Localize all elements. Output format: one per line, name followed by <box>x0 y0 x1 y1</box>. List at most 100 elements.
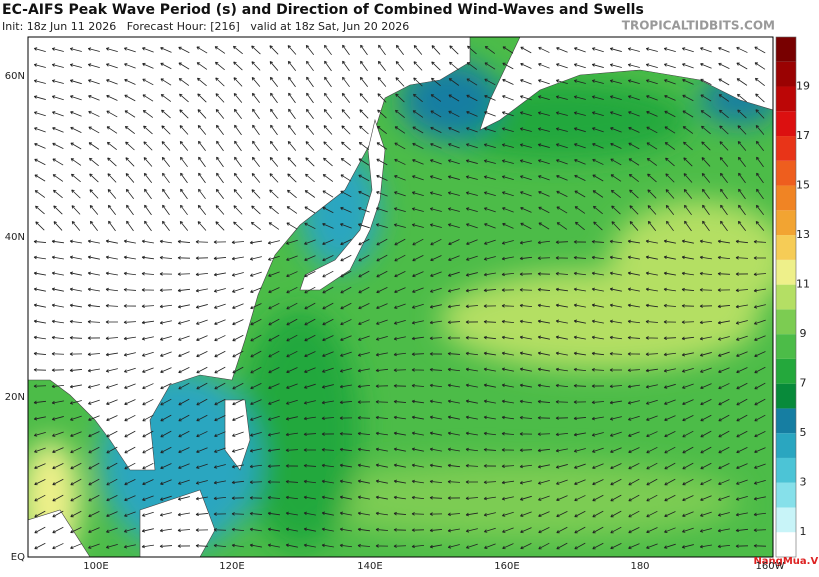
wave-arrow <box>519 448 533 452</box>
wave-arrow <box>196 351 208 358</box>
wave-arrow <box>304 351 316 358</box>
wave-arrow <box>465 431 478 436</box>
wave-arrow <box>484 94 496 101</box>
wave-arrow <box>233 172 242 183</box>
wave-arrow <box>105 255 118 260</box>
wave-arrow <box>447 351 461 356</box>
wave-arrow <box>124 399 136 406</box>
wave-arrow <box>720 204 728 216</box>
wave-arrow <box>249 464 263 469</box>
wave-arrow <box>214 61 225 71</box>
wave-arrow <box>699 528 712 533</box>
wave-arrow <box>340 302 352 310</box>
wave-arrow <box>610 111 622 117</box>
wave-arrow <box>52 111 64 117</box>
wave-arrow <box>286 206 298 214</box>
wave-arrow <box>717 528 730 533</box>
wave-arrow <box>69 368 83 373</box>
wave-arrow <box>645 63 658 68</box>
wave-arrow <box>736 62 748 70</box>
wave-arrow <box>51 335 65 340</box>
lat-label: 20N <box>5 392 25 403</box>
wave-arrow <box>34 174 46 182</box>
wave-arrow <box>339 495 352 500</box>
wave-arrow <box>665 173 675 183</box>
wave-arrow <box>304 255 316 262</box>
wave-arrow <box>556 526 568 534</box>
lat-label: EQ <box>11 552 25 563</box>
wave-arrow <box>718 479 730 486</box>
wave-arrow <box>699 271 713 276</box>
wave-arrow <box>125 141 135 151</box>
wave-arrow <box>537 159 550 165</box>
wave-arrow <box>448 143 460 149</box>
wave-arrow <box>556 174 568 181</box>
wave-arrow <box>159 512 172 517</box>
wave-arrow <box>88 126 100 134</box>
lon-label: 160E <box>494 561 519 572</box>
wave-arrow <box>196 382 208 390</box>
map <box>28 37 773 557</box>
wave-arrow <box>70 415 82 421</box>
wave-arrow <box>249 271 262 277</box>
wave-arrow <box>87 352 101 357</box>
wave-arrow <box>609 319 622 324</box>
wave-arrow <box>737 109 747 119</box>
wave-arrow <box>269 45 279 55</box>
wave-arrow <box>377 93 387 103</box>
wave-arrow <box>519 464 533 469</box>
wave-arrow <box>123 336 136 341</box>
wave-arrow <box>466 127 478 133</box>
wave-arrow <box>162 204 170 216</box>
wave-arrow <box>465 159 478 164</box>
wave-arrow <box>573 63 586 69</box>
wave-arrow <box>592 174 604 182</box>
wave-arrow <box>357 400 371 404</box>
wave-arrow <box>501 191 514 197</box>
wave-arrow <box>33 271 46 276</box>
wave-arrow <box>646 95 658 101</box>
wave-arrow <box>250 350 262 358</box>
wave-arrow <box>483 304 497 308</box>
wave-arrow <box>267 448 281 453</box>
wave-arrow <box>700 462 712 470</box>
wave-arrow <box>53 189 63 199</box>
wave-arrow <box>519 256 533 261</box>
wave-arrow <box>556 206 568 214</box>
wave-arrow <box>664 79 676 85</box>
wave-arrow <box>737 141 747 151</box>
wave-arrow <box>663 287 676 292</box>
wave-arrow <box>736 367 748 374</box>
wave-arrow <box>591 432 604 437</box>
wave-arrow <box>412 287 424 293</box>
wave-arrow <box>33 47 46 53</box>
wave-arrow <box>378 44 386 56</box>
wave-arrow <box>142 398 154 406</box>
wave-arrow <box>375 479 388 484</box>
wave-arrow <box>231 512 245 516</box>
wave-arrow <box>537 240 551 245</box>
wave-arrow <box>107 189 117 199</box>
wave-arrow <box>574 495 586 502</box>
wave-arrow <box>322 335 334 342</box>
wave-arrow <box>376 174 388 181</box>
wave-arrow <box>592 447 604 453</box>
wave-arrow <box>537 303 550 308</box>
colorbar-segment <box>776 408 796 434</box>
wave-arrow <box>447 528 460 533</box>
wave-arrow <box>233 205 243 215</box>
wave-arrow <box>519 367 532 372</box>
wave-arrow <box>213 528 227 532</box>
wave-arrow <box>431 45 441 55</box>
wave-arrow <box>304 190 316 198</box>
wave-arrow <box>339 479 352 484</box>
wave-arrow <box>754 463 766 469</box>
wave-arrow <box>70 158 82 166</box>
wave-arrow <box>178 382 190 390</box>
wave-arrow <box>179 109 189 119</box>
wave-arrow <box>447 463 461 468</box>
wave-arrow <box>304 222 316 230</box>
wave-arrow <box>268 271 280 277</box>
wave-arrow <box>358 174 370 182</box>
wave-arrow <box>107 173 117 183</box>
